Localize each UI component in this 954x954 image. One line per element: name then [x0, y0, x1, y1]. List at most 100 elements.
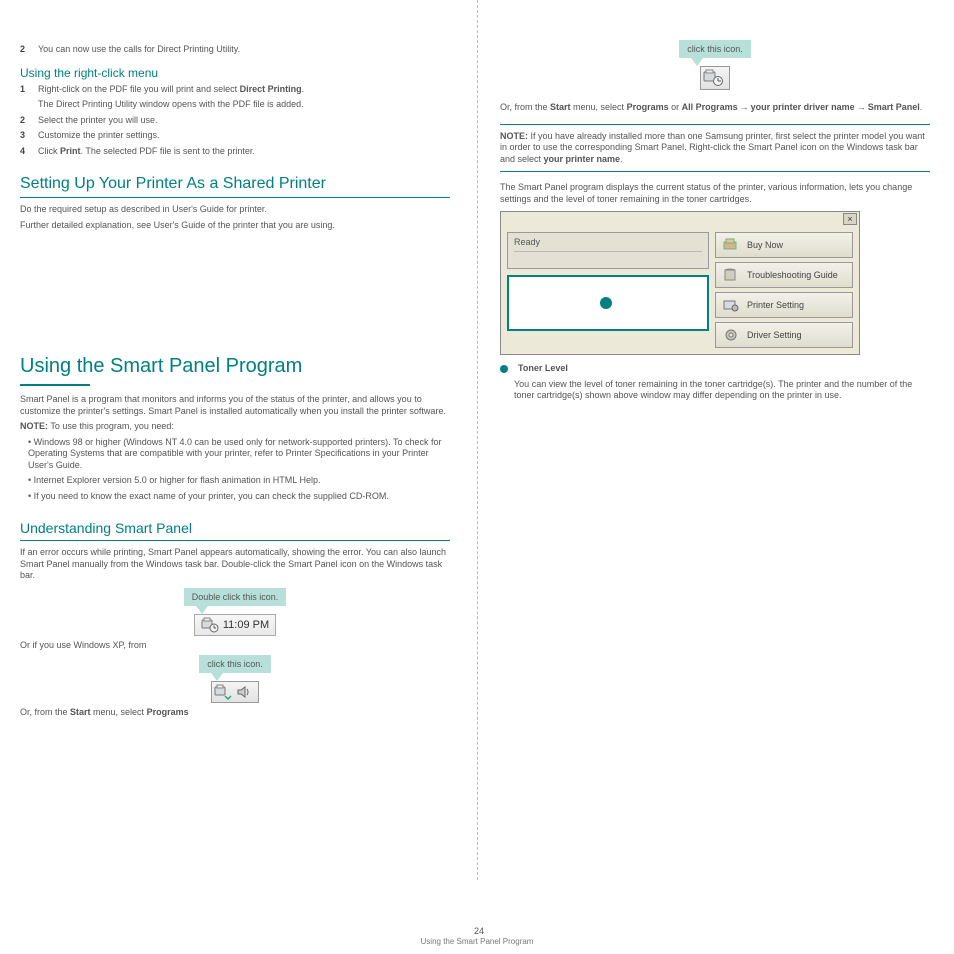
step-number: 4: [20, 146, 32, 158]
paragraph: Smart Panel is a program that monitors a…: [20, 394, 450, 417]
step-text: Customize the printer settings.: [38, 130, 160, 142]
footer-text: Using the Smart Panel Program: [0, 937, 954, 946]
printer-tray-icon[interactable]: [201, 617, 219, 633]
button-label: Troubleshooting Guide: [747, 270, 838, 280]
step-text: You can now use the calls for Direct Pri…: [38, 44, 240, 56]
printer-setting-icon: [721, 295, 741, 315]
step-number: 2: [20, 115, 32, 127]
text: Or, from the: [500, 102, 550, 112]
callout-dot-icon: [500, 365, 508, 373]
text: If you need to know the exact name of yo…: [34, 491, 389, 501]
bold-text: Toner Level: [518, 363, 568, 373]
note-box: NOTE: If you have already installed more…: [500, 124, 930, 173]
button-label: Buy Now: [747, 240, 783, 250]
taskbar-tray[interactable]: 11:09 PM: [194, 614, 276, 636]
status-text: Ready: [514, 237, 540, 247]
callout-item: Toner Level: [500, 363, 930, 375]
list-item: • If you need to know the exact name of …: [28, 491, 450, 503]
callout-text: You can view the level of toner remainin…: [514, 379, 930, 402]
callout-group: Double click this icon. 11:09 PM: [20, 588, 450, 636]
callout-label: click this icon.: [679, 40, 751, 58]
step-item: 4 Click Print. The selected PDF file is …: [20, 146, 450, 158]
paragraph: The Smart Panel program displays the cur…: [500, 182, 930, 205]
list-item: • Internet Explorer version 5.0 or highe…: [28, 475, 450, 487]
bold-text: Programs: [147, 707, 189, 717]
paragraph: If an error occurs while printing, Smart…: [20, 547, 450, 582]
text: menu, select: [571, 102, 627, 112]
text: Windows 98 or higher (Windows NT 4.0 can…: [28, 437, 442, 470]
arrow-icon: →: [740, 102, 749, 114]
left-column: 2 You can now use the calls for Direct P…: [20, 0, 450, 723]
buy-now-button[interactable]: Buy Now: [715, 232, 853, 258]
step-item: 2 You can now use the calls for Direct P…: [20, 44, 450, 56]
paragraph: Further detailed explanation, see User's…: [20, 220, 450, 232]
driver-setting-button[interactable]: Driver Setting: [715, 322, 853, 348]
bold-text: Smart Panel: [868, 102, 920, 112]
button-label: Driver Setting: [747, 330, 802, 340]
text: Or, from the: [20, 707, 70, 717]
note-label: NOTE:: [20, 421, 48, 431]
section-heading: Setting Up Your Printer As a Shared Prin…: [20, 175, 450, 198]
step-item: 3 Customize the printer settings.: [20, 130, 450, 142]
text: .: [302, 84, 305, 94]
button-label: Printer Setting: [747, 300, 804, 310]
callout-heading: Toner Level: [518, 363, 568, 375]
bold-text: Programs: [627, 102, 669, 112]
list-item: • Windows 98 or higher (Windows NT 4.0 c…: [28, 437, 450, 472]
text: Click: [38, 146, 60, 156]
troubleshooting-button[interactable]: Troubleshooting Guide: [715, 262, 853, 288]
callout-pointer-icon: [211, 673, 223, 681]
quick-launch-bar[interactable]: [211, 681, 259, 703]
right-column: click this icon. Or, from the Start menu…: [500, 0, 930, 406]
printer-quick-icon[interactable]: [703, 69, 723, 87]
step-item: 2 Select the printer you will use.: [20, 115, 450, 127]
status-panel: Ready: [507, 232, 709, 269]
callout-group: click this icon.: [20, 655, 450, 703]
column-divider: [477, 0, 478, 880]
callout-group: click this icon.: [500, 40, 930, 90]
step-text: Click Print. The selected PDF file is se…: [38, 146, 255, 158]
paragraph: Or if you use Windows XP, from: [20, 640, 450, 652]
bold-text: Start: [550, 102, 571, 112]
printer-quick-icon[interactable]: [214, 684, 232, 700]
step-item: 1 Right-click on the PDF file you will p…: [20, 84, 450, 96]
callout-pointer-icon: [691, 58, 703, 66]
step-text: Select the printer you will use.: [38, 115, 158, 127]
bold-text: your printer name: [544, 154, 621, 164]
book-icon: [721, 265, 741, 285]
note: NOTE: To use this program, you need:: [20, 421, 450, 433]
printer-setting-button[interactable]: Printer Setting: [715, 292, 853, 318]
callout-number-dot: [600, 297, 612, 309]
tray-time: 11:09 PM: [223, 619, 269, 631]
callout-label: Double click this icon.: [184, 588, 287, 606]
close-icon[interactable]: ×: [843, 213, 857, 225]
bold-text: All Programs: [682, 102, 738, 112]
speaker-icon[interactable]: [236, 684, 252, 700]
text: menu, select: [91, 707, 147, 717]
bold-text: Print: [60, 146, 81, 156]
paragraph: Do the required setup as described in Us…: [20, 204, 450, 216]
text: Internet Explorer version 5.0 or higher …: [34, 475, 321, 485]
callout-pointer-icon: [196, 606, 208, 614]
text: or: [669, 102, 682, 112]
cart-icon: [721, 235, 741, 255]
step-detail: The Direct Printing Utility window opens…: [38, 99, 450, 111]
subsection-heading: Using the right-click menu: [20, 66, 450, 80]
arrow-icon: →: [857, 102, 866, 114]
paragraph: Or, from the Start menu, select Programs: [20, 707, 450, 719]
step-number: 3: [20, 130, 32, 142]
quick-launch-bar[interactable]: [700, 66, 730, 90]
page-number: 24: [474, 926, 484, 936]
smart-panel-window: × Ready: [500, 211, 860, 355]
note-intro: To use this program, you need:: [50, 421, 174, 431]
bold-text: Start: [70, 707, 91, 717]
note-text: NOTE: If you have already installed more…: [500, 131, 930, 166]
text: . The selected PDF file is sent to the p…: [81, 146, 255, 156]
bold-text: your printer driver name: [751, 102, 855, 112]
note-label: NOTE:: [500, 131, 528, 141]
callout-label: click this icon.: [199, 655, 271, 673]
gear-icon: [721, 325, 741, 345]
step-number: 2: [20, 44, 32, 56]
text: .: [620, 154, 623, 164]
step-text: Right-click on the PDF file you will pri…: [38, 84, 304, 96]
